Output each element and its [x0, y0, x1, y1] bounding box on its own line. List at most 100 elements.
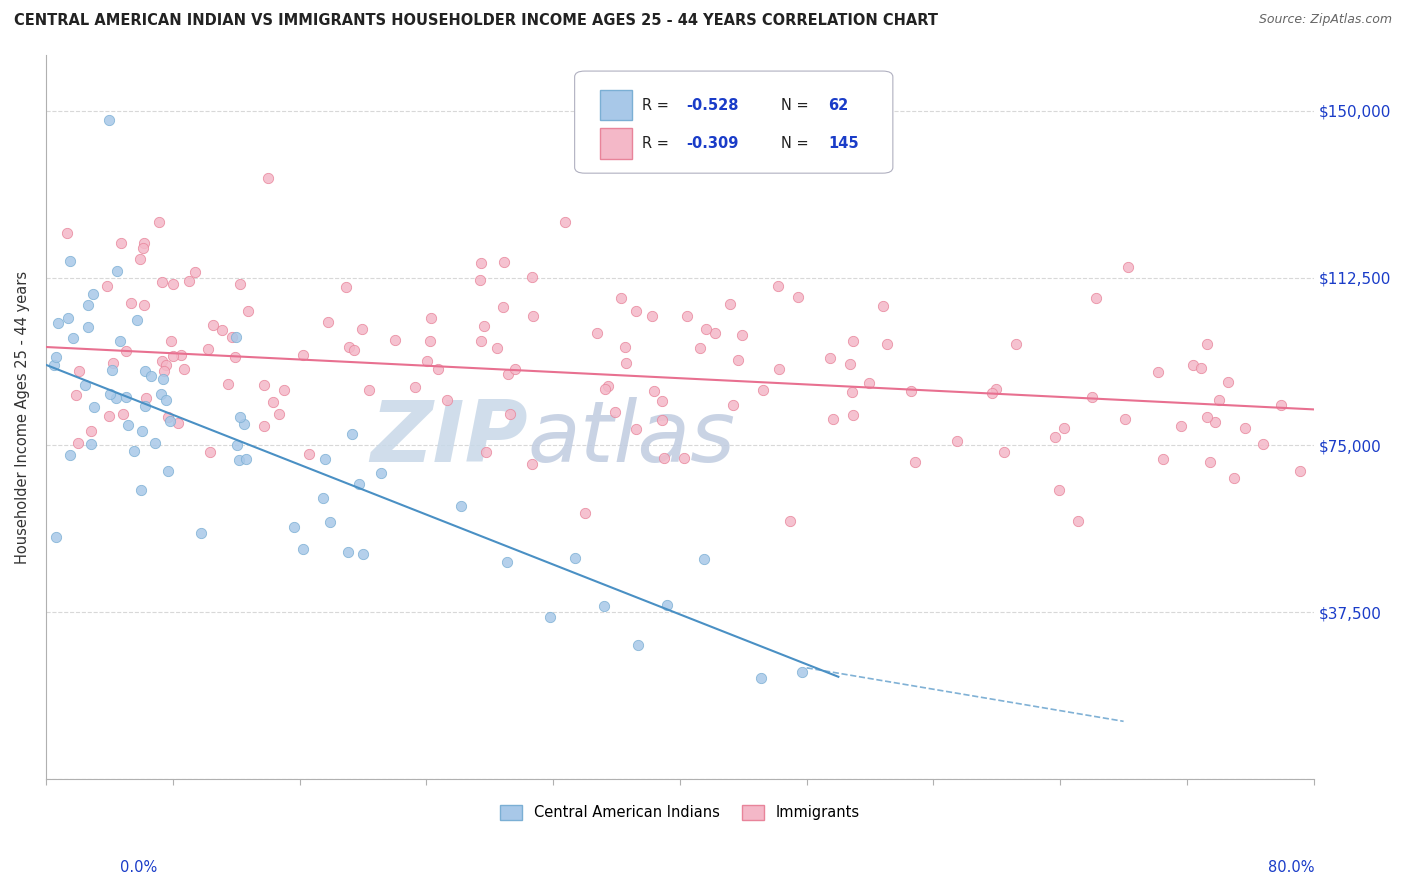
Point: [349, 476, 371, 491]
Point: [352, 322, 374, 336]
Text: N =: N =: [782, 97, 814, 112]
Point: [436, 393, 458, 408]
Point: [110, 235, 132, 250]
Point: [155, 393, 177, 408]
Point: [470, 334, 492, 348]
Text: ZIP: ZIP: [370, 398, 527, 481]
Point: [117, 418, 139, 433]
Point: [152, 372, 174, 386]
Point: [170, 348, 193, 362]
Point: [150, 354, 173, 368]
Point: [228, 453, 250, 467]
Point: [337, 340, 360, 354]
Point: [1181, 358, 1204, 372]
Point: [257, 171, 280, 186]
Text: -0.309: -0.309: [686, 136, 738, 151]
Point: [1005, 336, 1028, 351]
Point: [292, 542, 315, 557]
Point: [538, 609, 561, 624]
Point: [316, 315, 339, 329]
Point: [217, 377, 239, 392]
Point: [190, 526, 212, 541]
Point: [319, 516, 342, 530]
Point: [415, 354, 437, 368]
Point: [1204, 416, 1226, 430]
Point: [233, 417, 256, 431]
Point: [200, 444, 222, 458]
Point: [59, 449, 82, 463]
Point: [1289, 464, 1312, 478]
Point: [148, 214, 170, 228]
Point: [98, 387, 121, 401]
Point: [1043, 430, 1066, 444]
Point: [492, 254, 515, 268]
Point: [129, 252, 152, 266]
Point: [56, 310, 79, 325]
Text: atlas: atlas: [527, 398, 735, 481]
Point: [986, 382, 1008, 396]
Point: [492, 300, 515, 314]
Point: [177, 275, 200, 289]
Point: [672, 450, 695, 465]
Point: [652, 450, 675, 465]
Point: [298, 447, 321, 461]
Point: [262, 395, 284, 409]
Point: [384, 334, 406, 348]
Point: [1116, 260, 1139, 275]
Point: [105, 264, 128, 278]
Point: [66, 436, 89, 450]
Text: R =: R =: [641, 97, 673, 112]
Point: [134, 236, 156, 251]
Point: [1053, 421, 1076, 435]
Point: [1199, 455, 1222, 469]
Point: [900, 384, 922, 398]
Point: [152, 364, 174, 378]
Point: [80, 424, 103, 438]
Point: [1085, 291, 1108, 305]
Point: [98, 409, 121, 423]
Point: [450, 499, 472, 513]
Point: [77, 298, 100, 312]
FancyBboxPatch shape: [575, 71, 893, 173]
Point: [779, 514, 801, 528]
Point: [586, 326, 609, 340]
Point: [267, 408, 290, 422]
Point: [1067, 514, 1090, 528]
Point: [104, 391, 127, 405]
Point: [162, 349, 184, 363]
Point: [45, 350, 67, 364]
Point: [82, 287, 104, 301]
Point: [792, 665, 814, 679]
Point: [946, 434, 969, 448]
Point: [132, 298, 155, 312]
Point: [59, 253, 82, 268]
Point: [766, 278, 789, 293]
Point: [96, 279, 118, 293]
Point: [225, 329, 247, 343]
Point: [134, 399, 156, 413]
Point: [359, 383, 381, 397]
Point: [821, 411, 844, 425]
Point: [904, 455, 927, 469]
Point: [159, 414, 181, 428]
Point: [370, 466, 392, 480]
Point: [598, 379, 620, 393]
Point: [149, 387, 172, 401]
Point: [727, 353, 749, 368]
Point: [839, 357, 862, 371]
Point: [184, 265, 207, 279]
Point: [44, 358, 66, 372]
Point: [693, 552, 716, 566]
Point: [252, 418, 274, 433]
Point: [496, 367, 519, 381]
Y-axis label: Householder Income Ages 25 - 44 years: Householder Income Ages 25 - 44 years: [15, 270, 30, 564]
Point: [496, 555, 519, 569]
Point: [626, 303, 648, 318]
Point: [101, 355, 124, 369]
Point: [695, 321, 717, 335]
Point: [343, 343, 366, 358]
Point: [1216, 376, 1239, 390]
Point: [485, 341, 508, 355]
Point: [211, 322, 233, 336]
Point: [643, 384, 665, 399]
